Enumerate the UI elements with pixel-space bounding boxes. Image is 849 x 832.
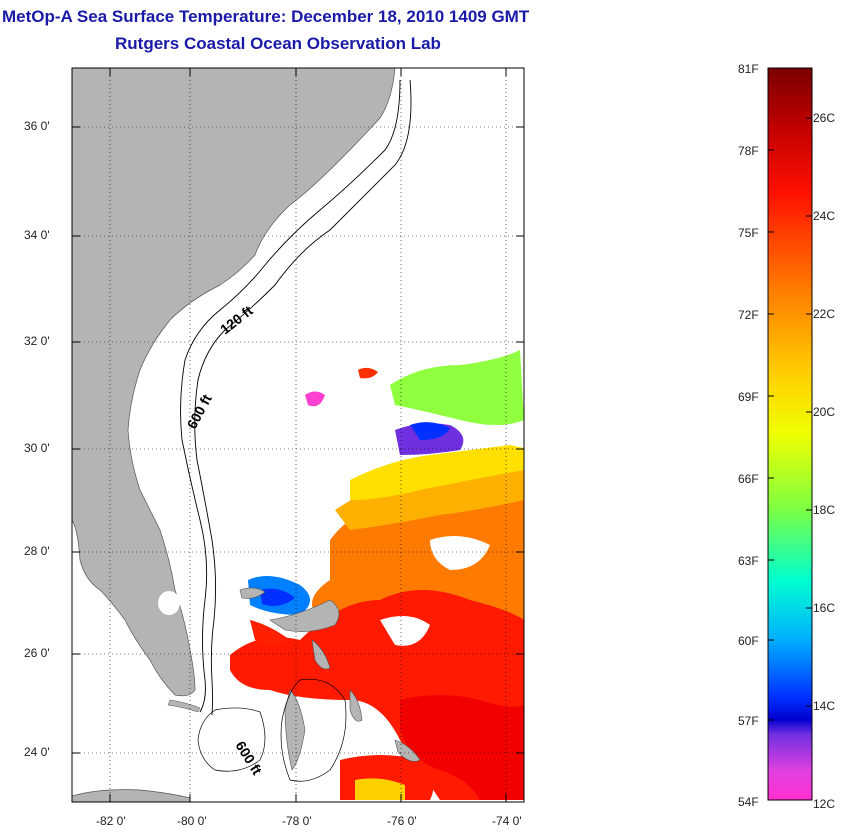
colorbar-label-c: 14C (813, 699, 836, 713)
colorbar (767, 67, 813, 801)
colorbar-label-f: 75F (738, 226, 759, 240)
sst-data (230, 350, 524, 800)
lon-label: -76 0' (387, 814, 417, 828)
land-us-coast (72, 68, 396, 697)
colorbar-label-f: 60F (738, 634, 759, 648)
colorbar-label-c: 22C (813, 307, 836, 321)
lat-label: 32 0' (24, 334, 50, 348)
map-title: MetOp-A Sea Surface Temperature: Decembe… (2, 7, 530, 26)
ticks (72, 68, 524, 802)
contour-bahamas (197, 707, 266, 772)
colorbar-label-c: 20C (813, 405, 836, 419)
colorbar-label-f: 72F (738, 308, 759, 322)
land-bahamas (239, 587, 421, 771)
colorbar-label-f: 66F (738, 472, 759, 486)
land-cuba (72, 789, 191, 802)
colorbar-label-f: 81F (738, 62, 759, 76)
map-frame (71, 67, 525, 803)
graticule (72, 68, 524, 802)
lat-label: 28 0' (24, 544, 50, 558)
contour-bank (280, 678, 347, 782)
lon-label: -74 0' (492, 814, 522, 828)
colorbar-label-c: 18C (813, 503, 836, 517)
lat-label: 36 0' (24, 119, 50, 133)
map-subtitle: Rutgers Coastal Ocean Observation Lab (115, 34, 441, 53)
colorbar-label-f: 63F (738, 554, 759, 568)
lat-label: 26 0' (24, 646, 50, 660)
colorbar-label-f: 78F (738, 144, 759, 158)
land-florida-keys (167, 699, 201, 713)
lat-label: 30 0' (24, 441, 50, 455)
contour-600ft (194, 79, 412, 716)
colorbar-label-f: 69F (738, 390, 759, 404)
colorbar-ticks (768, 117, 812, 721)
colorbar-label-c: 26C (813, 111, 836, 125)
colorbar-label-c: 24C (813, 209, 836, 223)
lat-label: 24 0' (24, 745, 50, 759)
lake (158, 591, 180, 615)
lon-label: -82 0' (96, 814, 126, 828)
contour-120ft (180, 79, 401, 713)
colorbar-label-f: 54F (738, 795, 759, 809)
colorbar-label-f: 57F (738, 714, 759, 728)
lat-label: 34 0' (24, 228, 50, 242)
lon-label: -80 0' (177, 814, 207, 828)
colorbar-label-c: 12C (813, 797, 836, 811)
colorbar-label-c: 16C (813, 601, 836, 615)
lon-label: -78 0' (282, 814, 312, 828)
